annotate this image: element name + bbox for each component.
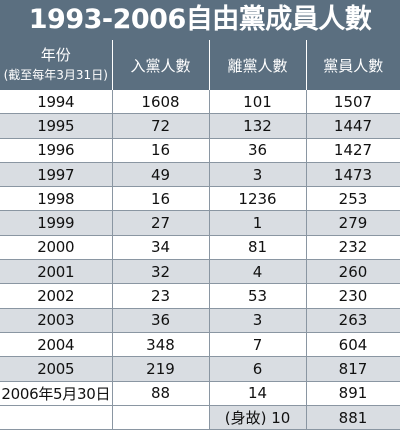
- cell-joined: 219: [111, 356, 209, 382]
- cell-year: 2002: [0, 283, 112, 309]
- cell-left: 4: [208, 259, 306, 285]
- table-row: 1996 16 36 1427: [0, 138, 400, 163]
- cell-members: 881: [305, 405, 400, 430]
- cell-year: 2005: [0, 356, 112, 382]
- cell-members: 263: [305, 308, 400, 333]
- column-header-joined: 入黨人數: [111, 40, 209, 90]
- table-row: 2003 36 3 263: [0, 308, 400, 333]
- cell-joined: 72: [111, 113, 209, 139]
- cell-left: 36: [208, 138, 306, 163]
- cell-left: 53: [208, 283, 306, 309]
- column-header-year-label: 年份: [40, 46, 71, 64]
- table-row: 2005 219 6 817: [0, 356, 400, 382]
- cell-left: 1: [208, 210, 306, 236]
- table-row: (身故) 10 881: [0, 405, 400, 430]
- table-title: 1993-2006自由黨成員人數: [0, 0, 400, 40]
- cell-left: 6: [208, 356, 306, 382]
- cell-members: 1507: [305, 90, 400, 115]
- cell-year: 2004: [0, 332, 112, 358]
- cell-joined: 23: [111, 283, 209, 309]
- cell-left: 14: [208, 381, 306, 406]
- cell-left: 3: [208, 162, 306, 188]
- cell-joined: 27: [111, 210, 209, 236]
- cell-year: 2006年5月30日: [0, 381, 112, 406]
- cell-left: 132: [208, 113, 306, 139]
- cell-joined: 34: [111, 235, 209, 261]
- cell-year: 1995: [0, 113, 112, 139]
- cell-members: 279: [305, 210, 400, 236]
- cell-members: 1447: [305, 113, 400, 139]
- cell-year: 1998: [0, 186, 112, 212]
- table-row: 1994 1608 101 1507: [0, 90, 400, 115]
- cell-joined: 49: [111, 162, 209, 188]
- cell-members: 260: [305, 259, 400, 285]
- header-row: 年份 (截至每年3月31日) 入黨人數 離黨人數 黨員人數: [0, 40, 400, 90]
- cell-left: 3: [208, 308, 306, 333]
- cell-left: 7: [208, 332, 306, 358]
- column-header-left: 離黨人數: [208, 40, 306, 90]
- cell-joined: 348: [111, 332, 209, 358]
- table-row: 1997 49 3 1473: [0, 162, 400, 188]
- table-row: 1995 72 132 1447: [0, 113, 400, 139]
- cell-joined: 1608: [111, 90, 209, 115]
- column-header-year-note: (截至每年3月31日): [3, 68, 108, 82]
- cell-year: 1997: [0, 162, 112, 188]
- cell-joined: [111, 405, 209, 430]
- table-row: 1999 27 1 279: [0, 210, 400, 236]
- cell-members: 817: [305, 356, 400, 382]
- cell-joined: 16: [111, 138, 209, 163]
- cell-year: 1999: [0, 210, 112, 236]
- cell-members: 604: [305, 332, 400, 358]
- cell-members: 232: [305, 235, 400, 261]
- cell-members: 253: [305, 186, 400, 212]
- cell-left: 1236: [208, 186, 306, 212]
- membership-table: 年份 (截至每年3月31日) 入黨人數 離黨人數 黨員人數 1994 1608 10…: [0, 40, 400, 430]
- column-header-year: 年份 (截至每年3月31日): [0, 40, 112, 90]
- table-body: 1994 1608 101 1507 1995 72 132 1447 1996 16 36 1427…: [0, 90, 400, 430]
- cell-members: 1473: [305, 162, 400, 188]
- cell-year: [0, 405, 112, 430]
- cell-left: 101: [208, 90, 306, 115]
- cell-members: 891: [305, 381, 400, 406]
- table-row: 2001 32 4 260: [0, 259, 400, 285]
- cell-members: 1427: [305, 138, 400, 163]
- column-header-members: 黨員人數: [305, 40, 400, 90]
- table-row: 2006年5月30日 88 14 891: [0, 381, 400, 406]
- table-row: 1998 16 1236 253: [0, 186, 400, 212]
- cell-members: 230: [305, 283, 400, 309]
- cell-joined: 88: [111, 381, 209, 406]
- cell-year: 2003: [0, 308, 112, 333]
- table-row: 2002 23 53 230: [0, 283, 400, 309]
- cell-year: 1994: [0, 90, 112, 115]
- table-row: 2000 34 81 232: [0, 235, 400, 261]
- cell-left: 81: [208, 235, 306, 261]
- cell-year: 2000: [0, 235, 112, 261]
- cell-joined: 16: [111, 186, 209, 212]
- cell-year: 1996: [0, 138, 112, 163]
- table-row: 2004 348 7 604: [0, 332, 400, 358]
- cell-left: (身故) 10: [208, 405, 306, 430]
- cell-joined: 36: [111, 308, 209, 333]
- cell-year: 2001: [0, 259, 112, 285]
- cell-joined: 32: [111, 259, 209, 285]
